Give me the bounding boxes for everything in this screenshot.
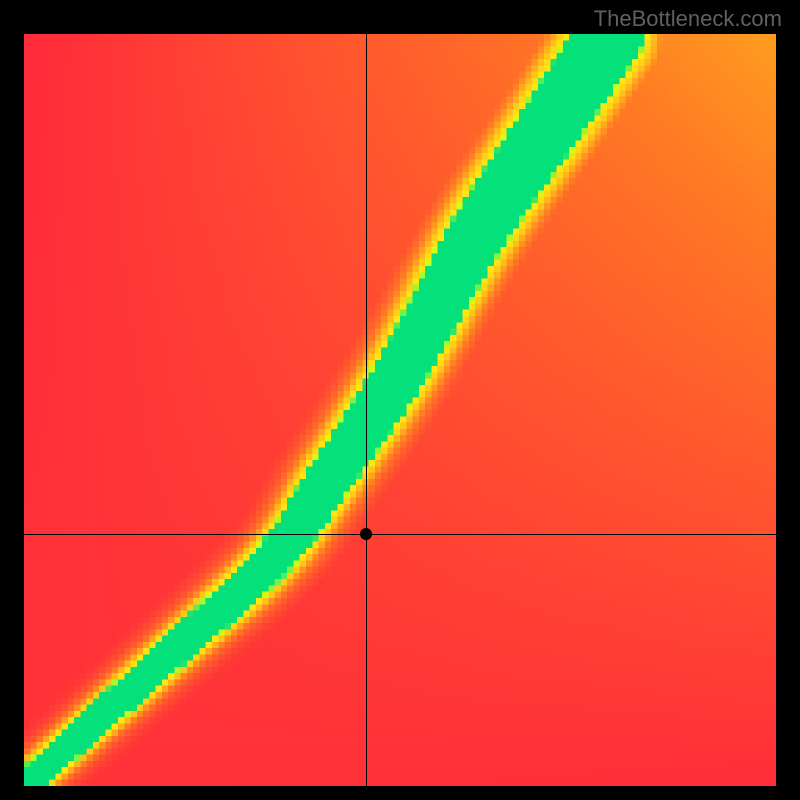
crosshair-marker-dot bbox=[360, 528, 372, 540]
heatmap-plot bbox=[24, 34, 776, 786]
watermark-text: TheBottleneck.com bbox=[594, 6, 782, 32]
crosshair-horizontal bbox=[24, 534, 776, 535]
heatmap-canvas bbox=[24, 34, 776, 786]
crosshair-vertical bbox=[366, 34, 367, 786]
